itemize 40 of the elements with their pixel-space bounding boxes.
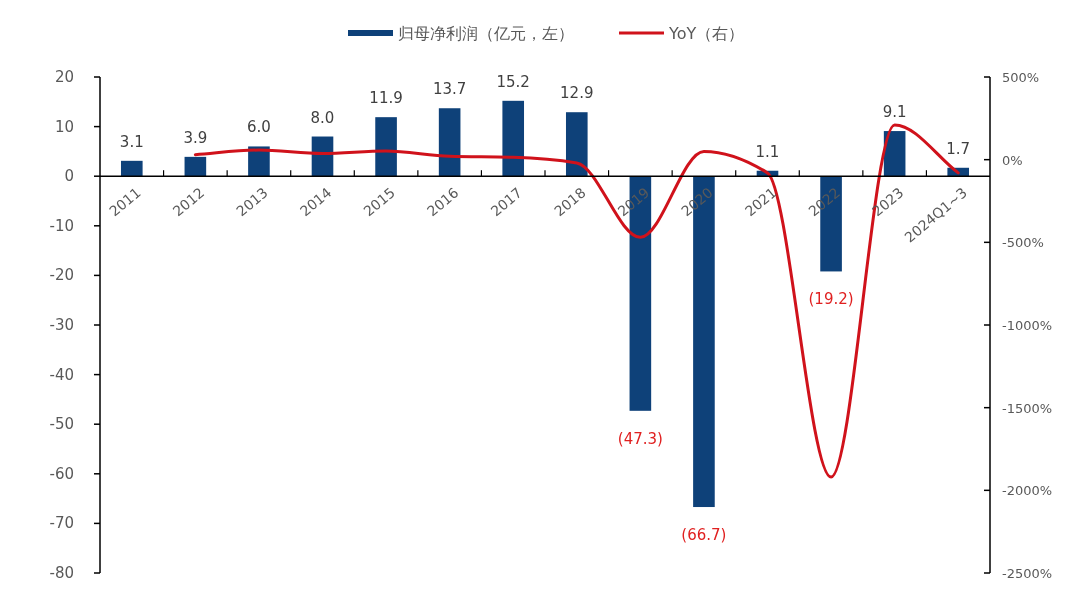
- legend-label: 归母净利润（亿元，左）: [398, 24, 574, 43]
- y-tick-label: -30: [49, 316, 74, 334]
- data-label: (47.3): [617, 429, 663, 448]
- y-tick-label: -50: [49, 415, 74, 434]
- y2-tick-label: 0%: [1002, 152, 1023, 168]
- y-tick-label: 20: [54, 68, 74, 86]
- data-label: 6.0: [247, 118, 271, 137]
- y2-tick-label: -2500%: [1002, 566, 1053, 581]
- y-tick-label: -10: [49, 216, 74, 235]
- y-tick-label: 0: [64, 167, 74, 186]
- bar: [120, 160, 143, 177]
- data-label: 8.0: [310, 108, 335, 127]
- y2-tick-label: -1000%: [1002, 318, 1053, 333]
- y-tick-label: 10: [54, 117, 74, 136]
- data-label: 15.2: [496, 72, 530, 91]
- y-tick-label: -40: [49, 365, 74, 384]
- bar: [184, 156, 207, 177]
- data-label: 3.1: [119, 132, 144, 151]
- bar: [502, 100, 525, 177]
- y2-tick-label: -1500%: [1002, 400, 1053, 416]
- bar: [565, 112, 588, 177]
- data-label: 12.9: [560, 84, 594, 103]
- data-label: (19.2): [808, 290, 854, 309]
- y2-tick-label: -2000%: [1002, 483, 1053, 499]
- data-label: 9.1: [882, 103, 907, 122]
- data-label: 1.1: [755, 142, 780, 161]
- data-label: (66.7): [681, 526, 727, 545]
- legend-label: YoY（右）: [668, 24, 745, 43]
- y-tick-label: -20: [49, 266, 74, 285]
- y2-tick-label: -500%: [1002, 235, 1044, 251]
- bar: [438, 108, 461, 177]
- y-tick-label: -80: [49, 564, 74, 582]
- bar: [375, 117, 397, 177]
- y-tick-label: -60: [49, 464, 74, 483]
- data-label: 13.7: [432, 80, 467, 99]
- y2-tick-label: 500%: [1002, 70, 1040, 85]
- data-label: 3.9: [183, 128, 208, 147]
- data-label: 1.7: [946, 139, 971, 158]
- data-label: 11.9: [369, 89, 403, 108]
- y-tick-label: -70: [49, 514, 74, 533]
